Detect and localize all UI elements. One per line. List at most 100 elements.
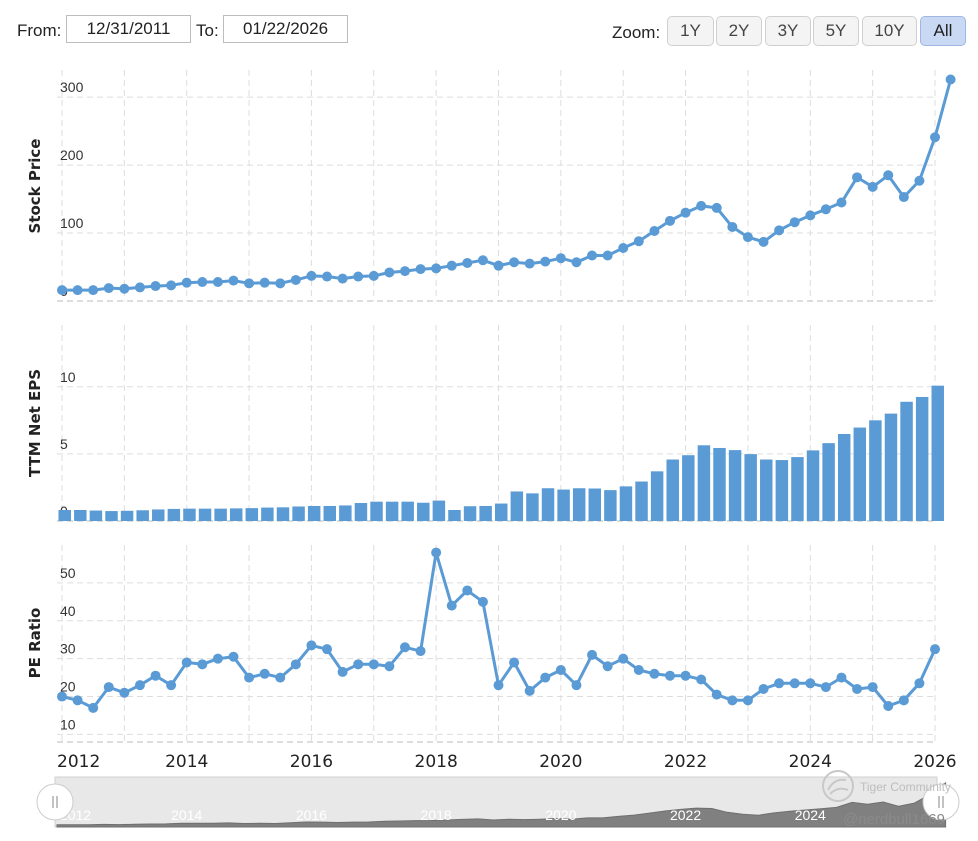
to-date-input[interactable]	[223, 15, 348, 43]
eps-bar	[884, 413, 898, 521]
pe-ratio-point	[664, 670, 675, 681]
stock-price-point	[337, 273, 348, 284]
eps-bar	[728, 450, 742, 521]
pe-ratio-point	[103, 682, 114, 693]
tiger-logo-icon	[822, 770, 854, 802]
pe-ratio-point	[680, 670, 691, 681]
stock-price-point	[103, 283, 114, 294]
pe-ratio-point	[353, 659, 364, 670]
stock-price-point	[945, 74, 956, 85]
pe-ratio-point	[898, 695, 909, 706]
eps-bar	[806, 450, 820, 521]
eps-bar	[245, 508, 259, 521]
x-tick-label: 2012	[57, 752, 100, 772]
stock-price-point	[462, 257, 473, 268]
pe-ratio-point	[228, 651, 239, 662]
y-tick-label: 40	[60, 603, 76, 619]
stock-price-point	[446, 260, 457, 271]
pe-ratio-point	[212, 653, 223, 664]
eps-bar	[744, 454, 757, 521]
eps-bar	[261, 507, 274, 521]
pe-ratio-point	[72, 695, 83, 706]
stock-price-point	[212, 276, 223, 287]
pe-ratio-point	[914, 678, 925, 689]
eps-bar	[604, 490, 617, 521]
eps-bar	[853, 427, 867, 521]
pe-ratio-point	[244, 672, 255, 683]
from-date-input[interactable]	[66, 15, 191, 43]
zoom-3y-button[interactable]: 3Y	[765, 16, 811, 46]
pe-ratio-point	[259, 668, 270, 679]
pe-ratio-point	[774, 678, 785, 689]
pe-ratio-point	[88, 702, 99, 713]
navigator[interactable]: 2012 2014 2016 2018 2020 2022 2024	[36, 776, 960, 828]
eps-bar	[89, 510, 103, 521]
pe-ratio-point	[602, 661, 613, 672]
pe-ratio-point	[150, 670, 161, 681]
eps-bar	[292, 506, 305, 521]
eps-bar	[167, 508, 181, 521]
pe-ratio-point	[384, 661, 395, 672]
stock-price-point	[633, 236, 644, 247]
pe-ratio-point	[758, 683, 769, 694]
navigator-tick-label: 2014	[171, 807, 202, 823]
x-tick-label: 2016	[290, 752, 333, 772]
pe-ratio-point	[446, 600, 457, 611]
eps-bar	[105, 511, 118, 521]
pe-ratio-point	[477, 596, 488, 607]
eps-bar	[432, 500, 446, 521]
navigator-tick-label: 2020	[545, 807, 576, 823]
watermark: Tiger Community @nerdbull1669	[822, 770, 951, 828]
pe-ratio-point	[166, 680, 177, 691]
navigator-tick-label: 2022	[670, 807, 701, 823]
stock-price-point	[134, 282, 145, 293]
pe-ratio-point	[368, 659, 379, 670]
stock-price-point	[88, 285, 99, 296]
stock-price-line	[62, 79, 953, 292]
stock-price-point	[166, 280, 177, 291]
eps-bar	[837, 434, 851, 521]
navigator-left-handle[interactable]	[36, 783, 74, 821]
stock-price-point	[696, 200, 707, 211]
navigator-right-handle[interactable]	[922, 783, 960, 821]
navigator-series-area	[56, 781, 947, 828]
stock-price-point	[680, 207, 691, 218]
eps-bar	[775, 460, 789, 521]
eps-bar	[713, 447, 726, 521]
stock-price-point	[524, 258, 535, 269]
pe-ratio-panel: 10 20 30 40 50 PE Ratio	[26, 545, 941, 743]
zoom-2y-button[interactable]: 2Y	[716, 16, 762, 46]
pe-ratio-point	[57, 691, 67, 702]
pe-ratio-point	[431, 547, 442, 558]
y-tick-label: 10	[60, 716, 76, 732]
stock-price-panel: 0100200300Stock Price	[26, 70, 956, 302]
eps-bar	[900, 401, 913, 521]
stock-price-point	[244, 278, 255, 289]
stock-price-point	[275, 278, 286, 289]
pe-ratio-point	[399, 642, 410, 653]
eps-bar	[323, 505, 336, 521]
y-tick-label: 300	[60, 79, 84, 95]
pe-ratio-point	[618, 653, 629, 664]
eps-bar	[448, 509, 461, 521]
stock-price-point	[727, 221, 738, 232]
pe-ratio-point	[462, 585, 473, 596]
y-tick-label: 10	[60, 369, 76, 385]
eps-bar	[572, 488, 586, 521]
stock-price-point	[477, 255, 488, 266]
zoom-5y-button[interactable]: 5Y	[813, 16, 859, 46]
stock-price-point	[150, 281, 161, 292]
zoom-all-button[interactable]: All	[920, 16, 966, 46]
eps-bar	[74, 509, 87, 521]
stock-price-point	[555, 253, 566, 264]
zoom-10y-button[interactable]: 10Y	[862, 16, 917, 46]
eps-bar	[682, 455, 695, 521]
zoom-1y-button[interactable]: 1Y	[667, 16, 714, 46]
x-tick-label: 2020	[539, 752, 582, 772]
pe-ratio-point	[119, 687, 130, 698]
stock-price-point	[119, 283, 130, 294]
eps-bar	[401, 501, 414, 521]
eps-bar	[510, 491, 524, 521]
stock-price-point	[181, 277, 192, 288]
